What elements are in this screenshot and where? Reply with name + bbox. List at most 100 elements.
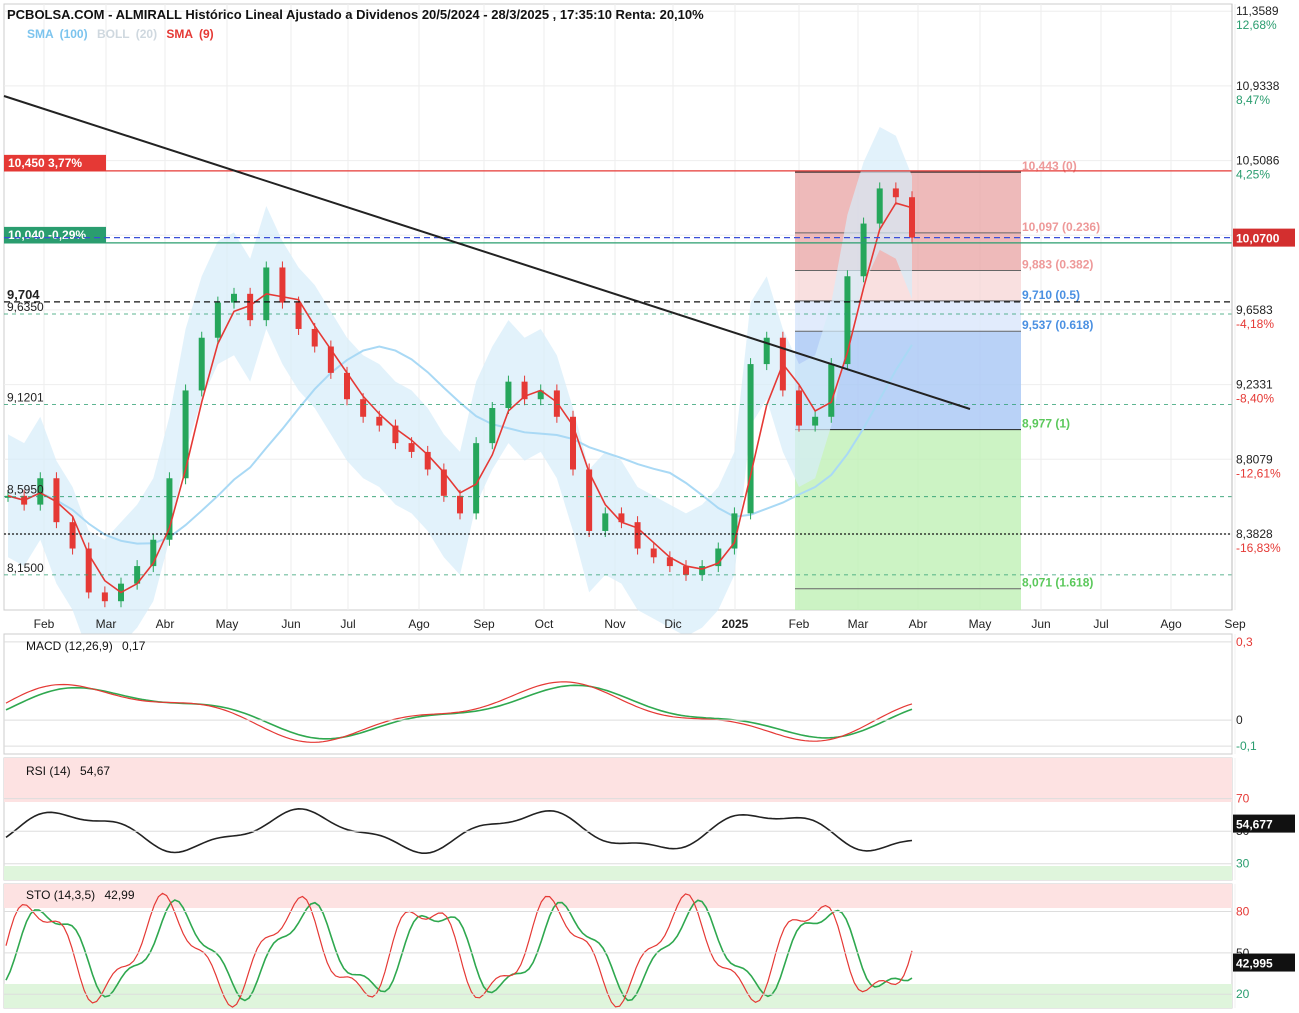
candle-down <box>651 549 657 558</box>
candle-down <box>683 566 689 575</box>
x-tick-label: May <box>216 617 239 631</box>
osc-last-value: 54,677 <box>1236 818 1273 832</box>
legend-sma100-param: (100) <box>60 27 88 41</box>
price-level-label: 10,040 -0,29% <box>8 228 86 242</box>
rsi-value: 54,67 <box>80 764 110 778</box>
osc-axis-label: 20 <box>1236 987 1250 1001</box>
candle-up <box>877 188 883 223</box>
legend-sma100-label: SMA <box>27 27 54 41</box>
candle-up <box>748 364 754 513</box>
price-axis-value: 9,6583 <box>1236 303 1273 317</box>
candle-down <box>102 592 108 601</box>
sto-label: STO (14,3,5) 42,99 <box>26 888 135 902</box>
x-tick-label: Sep <box>473 617 495 631</box>
price-axis-value: 11,3589 <box>1236 4 1279 18</box>
price-level-label: 8,5950 <box>7 483 44 497</box>
osc-axis-label: 30 <box>1236 857 1250 871</box>
price-axis-value: 10,9338 <box>1236 79 1280 93</box>
price-axis-value: 8,3828 <box>1236 527 1273 541</box>
candle-down <box>360 399 366 417</box>
candle-up <box>215 303 221 338</box>
sto-name: STO (14,3,5) <box>26 888 95 902</box>
macd-value: 0,17 <box>122 639 146 653</box>
price-axis-pct: 4,25% <box>1236 168 1270 182</box>
candle-up <box>861 224 867 277</box>
fib-level-label: 9,537 (0.618) <box>1022 318 1093 332</box>
price-axis-pct: -8,40% <box>1236 392 1274 406</box>
x-tick-label: Sep <box>1224 617 1246 631</box>
sto-overbought-zone <box>4 884 1232 908</box>
osc-axis-label: -0,1 <box>1236 739 1257 753</box>
candle-down <box>457 496 463 514</box>
x-tick-label: Abr <box>156 617 175 631</box>
fib-level-label: 9,710 (0.5) <box>1022 288 1080 302</box>
legend-boll-param: (20) <box>136 27 157 41</box>
x-tick-label: Ago <box>1160 617 1182 631</box>
price-axis-value: 10,5086 <box>1236 154 1280 168</box>
candle-down <box>312 329 318 347</box>
legend-sma9-label: SMA <box>166 27 193 41</box>
candle-down <box>893 188 899 197</box>
x-tick-label: Feb <box>789 617 810 631</box>
candle-up <box>199 338 205 391</box>
candle-up <box>166 478 172 539</box>
sto-value: 42,99 <box>104 888 134 902</box>
rsi-label: RSI (14) 54,67 <box>26 764 110 778</box>
candle-down <box>635 522 641 548</box>
candle-up <box>602 513 608 531</box>
price-axis-pct: 8,47% <box>1236 93 1270 107</box>
x-tick-label: Feb <box>34 617 55 631</box>
price-level-label: 8,1500 <box>7 561 44 575</box>
candle-up <box>183 390 189 478</box>
candle-up <box>489 408 495 443</box>
fib-zone-green <box>795 430 1021 610</box>
fib-level-label: 8,071 (1.618) <box>1022 576 1093 590</box>
candle-down <box>409 443 415 452</box>
price-axis-value: 9,2331 <box>1236 378 1273 392</box>
rsi-overbought-zone <box>4 758 1232 802</box>
candle-down <box>909 197 915 237</box>
x-tick-label: Ago <box>408 617 430 631</box>
candle-down <box>296 303 302 329</box>
osc-last-value: 42,995 <box>1236 957 1273 971</box>
candle-up <box>812 417 818 426</box>
x-tick-label: Jun <box>281 617 300 631</box>
candle-down <box>70 522 76 548</box>
fib-level-label: 10,097 (0.236) <box>1022 220 1100 234</box>
price-axis-value: 8,8079 <box>1236 452 1273 466</box>
candle-down <box>554 390 560 416</box>
macd-name: MACD (12,26,9) <box>26 639 113 653</box>
candle-down <box>586 469 592 530</box>
x-tick-label: 2025 <box>722 617 749 631</box>
x-tick-label: Jun <box>1031 617 1050 631</box>
x-axis-labels: Feb Mar Abr May Jun Jul Ago Sep Oct Nov Dic 2025 Feb… <box>34 617 1246 631</box>
last-price-value: 10,0700 <box>1236 232 1280 246</box>
indicator-legend: SMA (100) BOLL (20) SMA (9) <box>27 27 214 41</box>
x-tick-label: Oct <box>535 617 554 631</box>
price-axis-pct: 12,68% <box>1236 18 1277 32</box>
chart-title: PCBOLSA.COM - ALMIRALL Histórico Lineal … <box>7 7 704 22</box>
legend-boll-label: BOLL <box>97 27 129 41</box>
rsi-oversold-zone <box>4 866 1232 880</box>
x-tick-label: Mar <box>848 617 869 631</box>
osc-axis-label: 80 <box>1236 905 1250 919</box>
x-tick-label: Abr <box>909 617 928 631</box>
x-tick-label: Nov <box>604 617 625 631</box>
sto-oversold-zone <box>4 984 1232 1008</box>
candle-up <box>231 294 237 303</box>
price-axis-pct: -12,61% <box>1236 466 1281 480</box>
price-level-label: 9,1201 <box>7 390 44 404</box>
macd-label: MACD (12,26,9) 0,17 <box>26 639 146 653</box>
price-axis-pct: -16,83% <box>1236 541 1281 555</box>
candle-up <box>473 443 479 513</box>
fib-level-label: 9,883 (0.382) <box>1022 257 1093 271</box>
candle-up <box>828 364 834 417</box>
price-axis-pct: -4,18% <box>1236 317 1274 331</box>
legend-sma9-param: (9) <box>199 27 214 41</box>
x-tick-label: Jul <box>340 617 355 631</box>
x-tick-label: Jul <box>1093 617 1108 631</box>
x-tick-label: Dic <box>664 617 681 631</box>
price-level-label: 9,6350 <box>7 300 44 314</box>
